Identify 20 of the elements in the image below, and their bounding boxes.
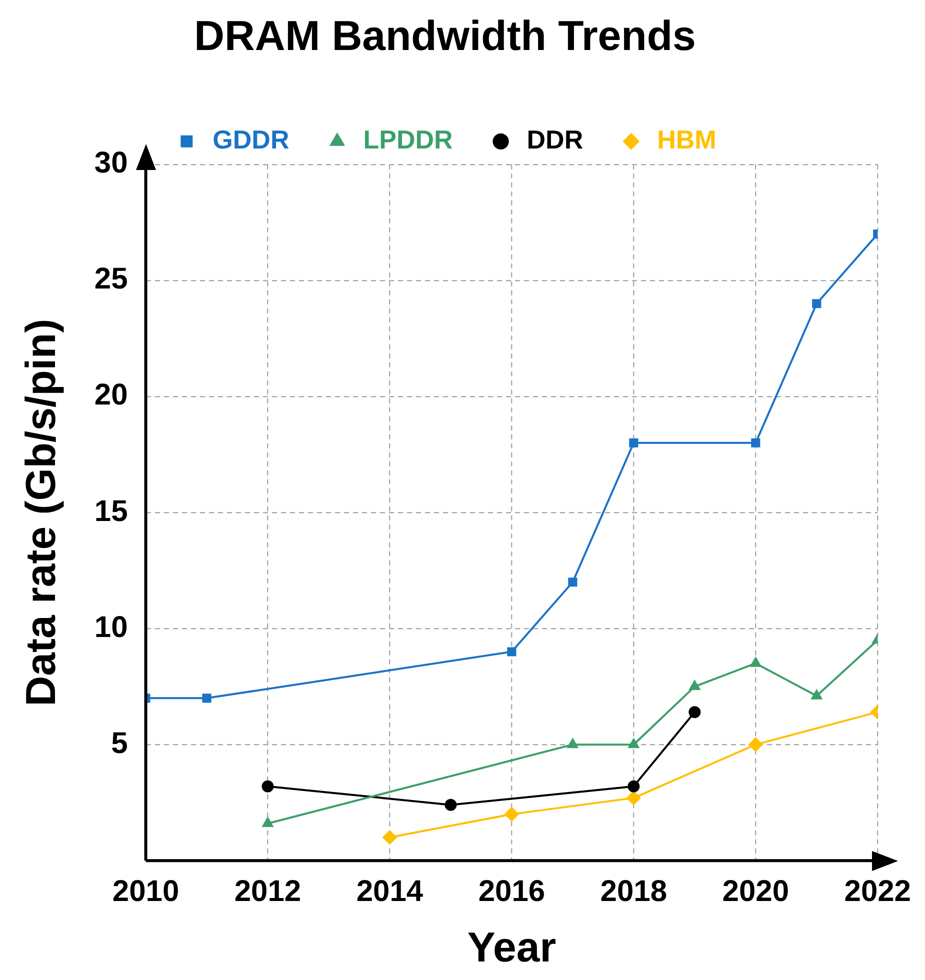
x-tick-label: 2020 — [722, 874, 790, 908]
legend-label: DDR — [526, 124, 584, 155]
x-tick-label: 2016 — [478, 874, 546, 908]
x-tick-label: 2010 — [112, 874, 180, 908]
legend-label: HBM — [657, 124, 716, 155]
chart-title: DRAM Bandwidth Trends — [194, 12, 696, 59]
x-tick-label: 2018 — [600, 874, 668, 908]
y-tick-label: 15 — [94, 494, 128, 528]
y-tick-label: 10 — [94, 610, 128, 644]
legend-label: LPDDR — [363, 124, 454, 155]
y-tick-label: 20 — [94, 378, 128, 412]
legend-label: GDDR — [212, 124, 290, 155]
y-tick-label: 30 — [94, 146, 128, 180]
x-tick-label: 2012 — [234, 874, 302, 908]
y-axis-title: Data rate (Gb/s/pin) — [16, 318, 64, 706]
x-tick-label: 2022 — [844, 874, 912, 908]
y-tick-label: 25 — [94, 262, 128, 296]
x-tick-label: 2014 — [356, 874, 424, 908]
x-axis-title: Year — [467, 923, 556, 970]
y-tick-label: 5 — [111, 726, 128, 760]
